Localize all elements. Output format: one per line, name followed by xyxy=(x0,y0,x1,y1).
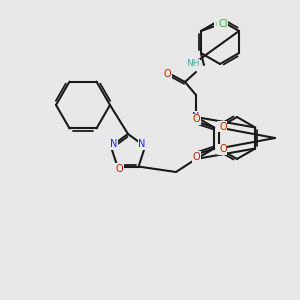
Text: N: N xyxy=(138,140,146,149)
Text: O: O xyxy=(219,145,226,154)
Text: N: N xyxy=(110,140,118,149)
Text: Cl: Cl xyxy=(218,19,228,29)
Text: O: O xyxy=(218,145,226,154)
Text: O: O xyxy=(218,122,226,131)
Text: O: O xyxy=(192,152,200,161)
Text: NH: NH xyxy=(186,61,200,70)
Text: O: O xyxy=(163,69,171,79)
Text: O: O xyxy=(192,152,200,161)
Text: O: O xyxy=(192,115,200,124)
Text: O: O xyxy=(219,122,226,131)
Text: O: O xyxy=(192,115,200,124)
Text: N: N xyxy=(192,112,200,122)
Text: N: N xyxy=(192,112,200,122)
Text: N: N xyxy=(192,154,200,164)
Text: NH: NH xyxy=(186,59,200,68)
Text: Cl: Cl xyxy=(215,20,225,30)
Text: O: O xyxy=(116,164,123,174)
Text: O: O xyxy=(116,164,123,174)
Text: N: N xyxy=(192,154,200,164)
Text: O: O xyxy=(163,69,171,79)
Text: N: N xyxy=(138,140,146,149)
Text: N: N xyxy=(110,140,118,149)
